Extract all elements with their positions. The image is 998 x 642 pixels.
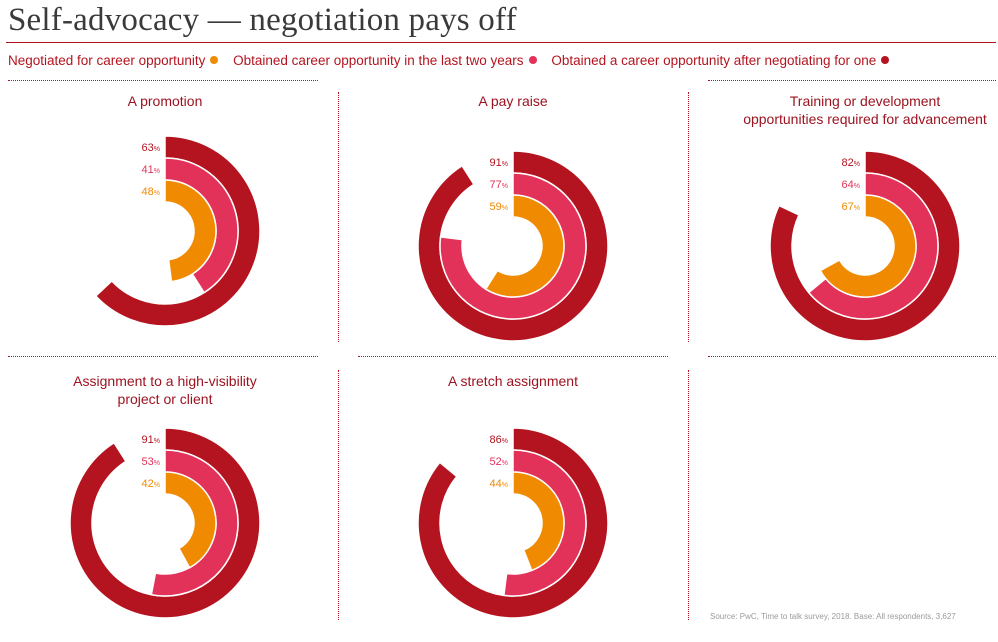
radial-bar-chart: 63% 41% 48% — [94, 135, 261, 327]
panel-title-line: Training or development — [789, 93, 941, 109]
value-label-obtained: 52% — [490, 456, 508, 468]
legend-label: Negotiated for career opportunity — [8, 53, 206, 68]
arc-negotiated — [512, 471, 565, 572]
column-separator-2 — [688, 92, 689, 342]
value-label-negotiated: 48% — [142, 186, 160, 198]
legend: Negotiated for career opportunity Obtain… — [8, 53, 900, 68]
legend-label: Obtained a career opportunity after nego… — [551, 53, 877, 68]
value-label-negotiated: 59% — [490, 201, 508, 213]
legend-label: Obtained career opportunity in the last … — [233, 53, 524, 68]
radial-bar-chart: 91% 53% 42% — [69, 427, 261, 619]
panel-title-line: Assignment to a high-visibility — [73, 373, 257, 389]
arc-negotiated — [164, 179, 217, 283]
title-rule — [6, 42, 996, 43]
legend-item-obtained-after-negotiating: Obtained a career opportunity after nego… — [551, 53, 890, 68]
legend-item-negotiated: Negotiated for career opportunity — [8, 53, 219, 68]
column-separator-1 — [338, 92, 339, 342]
source-note: Source: PwC, Time to talk survey, 2018. … — [710, 612, 956, 621]
row-separator-2 — [358, 356, 668, 357]
value-label-obtained: 53% — [142, 456, 160, 468]
panel-title-line: opportunities required for advancement — [743, 111, 987, 127]
arc-negotiated — [484, 194, 565, 298]
page-title: Self-advocacy — negotiation pays off — [8, 2, 517, 38]
chart-panel-pay-raise: A pay raise 91% 77% 59% — [348, 92, 678, 362]
column-separator-3 — [338, 370, 339, 620]
value-label-negotiated: 44% — [490, 478, 508, 490]
chart-panel-promotion: A promotion 63% 41% 48% — [0, 92, 330, 362]
value-label-obtained: 77% — [490, 179, 508, 191]
value-label-obtained: 41% — [142, 164, 160, 176]
chart-panel-high-visibility: Assignment to a high-visibility project … — [0, 372, 330, 642]
value-label-negotiated: 42% — [142, 478, 160, 490]
row1-top-separator-1 — [8, 80, 318, 81]
panel-title: A promotion — [0, 92, 330, 110]
panel-title: A stretch assignment — [348, 372, 678, 390]
chart-panel-stretch-assignment: A stretch assignment 86% 52% 44% — [348, 372, 678, 642]
panel-title-line: project or client — [117, 391, 213, 407]
radial-bar-chart: 82% 64% 67% — [769, 150, 961, 342]
value-label-negotiated: 67% — [842, 201, 860, 213]
panel-title: Training or development opportunities re… — [700, 92, 998, 128]
column-separator-4 — [688, 370, 689, 620]
value-label-obtained-after-negotiating: 63% — [142, 142, 160, 154]
chart-panel-training: Training or development opportunities re… — [700, 92, 998, 362]
row-separator-3 — [708, 356, 996, 357]
value-label-obtained-after-negotiating: 86% — [490, 434, 508, 446]
panel-title-line: A stretch assignment — [448, 373, 578, 389]
value-label-obtained-after-negotiating: 91% — [142, 434, 160, 446]
legend-dot-pink — [528, 56, 537, 64]
value-label-obtained-after-negotiating: 82% — [842, 157, 860, 169]
arc-negotiated — [164, 471, 217, 569]
panel-title: Assignment to a high-visibility project … — [0, 372, 330, 408]
radial-bar-chart: 91% 77% 59% — [417, 150, 609, 342]
row1-top-separator-3 — [708, 80, 996, 81]
arc-negotiated — [819, 194, 917, 298]
legend-dot-red — [881, 56, 890, 64]
value-label-obtained: 64% — [842, 179, 860, 191]
panel-title: A pay raise — [348, 92, 678, 110]
legend-dot-orange — [210, 56, 219, 64]
value-label-obtained-after-negotiating: 91% — [490, 157, 508, 169]
row-separator-1 — [8, 356, 318, 357]
panel-title-line: A pay raise — [478, 93, 548, 109]
panel-title-line: A promotion — [127, 93, 203, 109]
legend-item-obtained: Obtained career opportunity in the last … — [233, 53, 537, 68]
radial-bar-chart: 86% 52% 44% — [417, 427, 609, 619]
